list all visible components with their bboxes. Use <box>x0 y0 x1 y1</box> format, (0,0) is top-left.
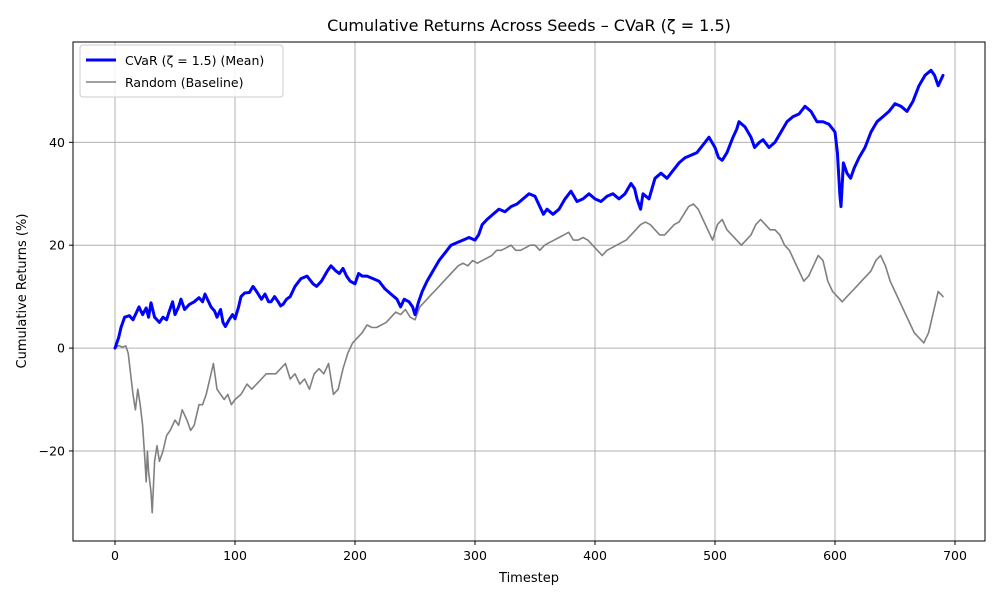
x-tick-label: 500 <box>703 548 727 563</box>
x-tick-label: 200 <box>343 548 367 563</box>
y-axis-label: Cumulative Returns (%) <box>15 214 30 369</box>
x-tick-label: 0 <box>111 548 119 563</box>
series-line-cvar-mean <box>113 68 945 350</box>
series-layer <box>113 68 945 514</box>
legend-label-random: Random (Baseline) <box>125 75 243 90</box>
y-tick-label: 20 <box>49 238 65 253</box>
x-axis-label: Timestep <box>498 571 559 586</box>
series-line-random-baseline <box>114 203 944 514</box>
legend: CVaR (ζ = 1.5) (Mean) Random (Baseline) <box>79 44 284 98</box>
plot-frame <box>72 41 986 542</box>
chart-title: Cumulative Returns Across Seeds – CVaR (… <box>327 16 731 35</box>
x-tick-label: 700 <box>943 548 967 563</box>
x-tick-label: 100 <box>223 548 247 563</box>
x-tick-label: 400 <box>583 548 607 563</box>
y-tick-label: −20 <box>39 443 65 458</box>
y-axis-ticks: −20 0 20 40 <box>39 135 73 458</box>
x-axis-ticks: 0 100 200 300 400 500 600 700 <box>111 541 967 563</box>
y-tick-label: 0 <box>57 341 65 356</box>
legend-box <box>79 44 284 98</box>
x-tick-label: 600 <box>823 548 847 563</box>
y-tick-label: 40 <box>49 135 65 150</box>
x-tick-label: 300 <box>463 548 487 563</box>
legend-label-cvar: CVaR (ζ = 1.5) (Mean) <box>125 53 264 68</box>
